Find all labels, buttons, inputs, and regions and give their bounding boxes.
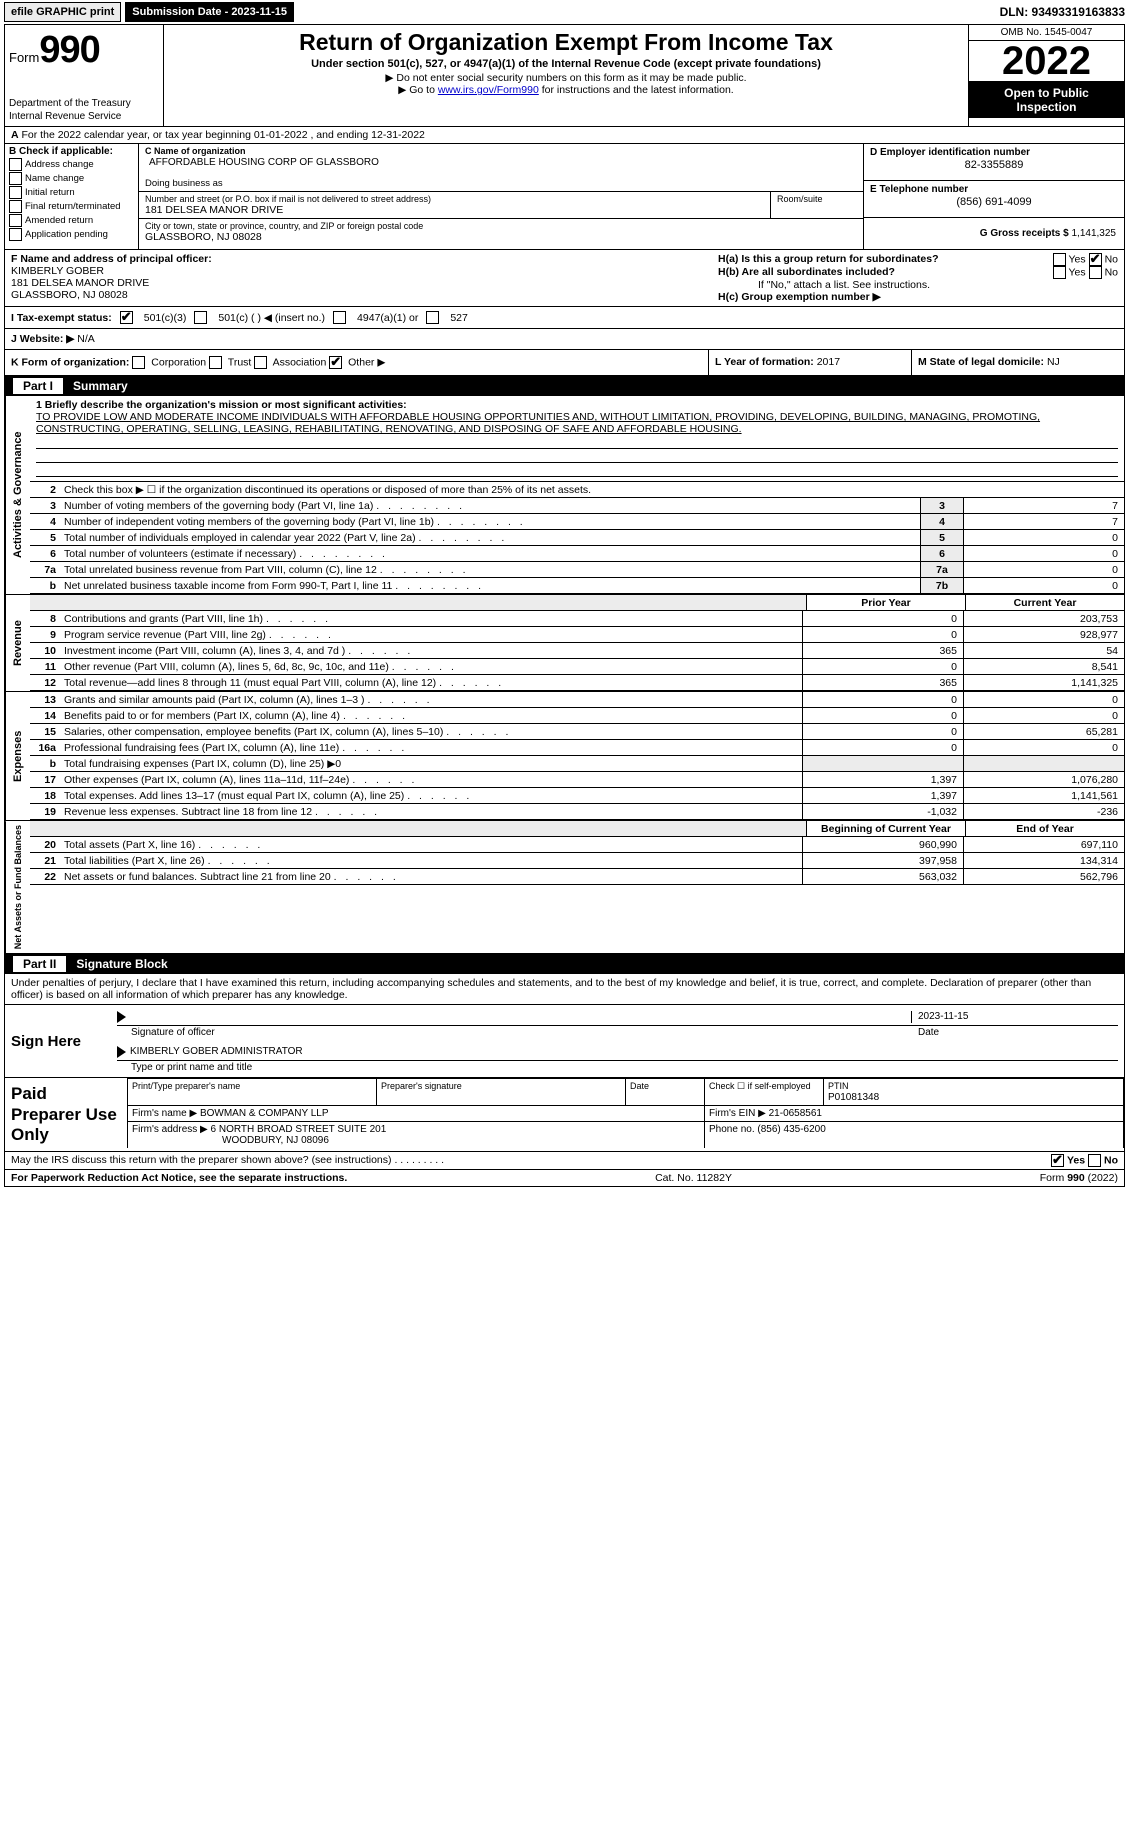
col-b-checks: B Check if applicable: Address change Na…	[5, 144, 139, 249]
check-app[interactable]: Application pending	[9, 228, 134, 241]
gross-receipts: 1,141,325	[1072, 228, 1117, 239]
officer-name: KIMBERLY GOBER	[11, 265, 104, 277]
check-initial[interactable]: Initial return	[9, 186, 134, 199]
officer-addr1: 181 DELSEA MANOR DRIVE	[11, 277, 149, 289]
submission-box: Submission Date - 2023-11-15	[125, 2, 294, 22]
header-mid: Return of Organization Exempt From Incom…	[164, 25, 968, 126]
col-b-mid: C Name of organization AFFORDABLE HOUSIN…	[139, 144, 863, 249]
mission-text: TO PROVIDE LOW AND MODERATE INCOME INDIV…	[36, 411, 1040, 435]
may-discuss-row: May the IRS discuss this return with the…	[5, 1152, 1124, 1170]
subtitle-2: ▶ Do not enter social security numbers o…	[170, 72, 962, 84]
side-na: Net Assets or Fund Balances	[5, 821, 30, 953]
org-name: AFFORDABLE HOUSING CORP OF GLASSBORO	[145, 156, 857, 168]
sig-date: 2023-11-15	[911, 1011, 1118, 1023]
form-title: Return of Organization Exempt From Incom…	[170, 29, 962, 56]
phone: (856) 691-4099	[870, 195, 1118, 208]
section-b: B Check if applicable: Address change Na…	[5, 144, 1124, 250]
street-address: 181 DELSEA MANOR DRIVE	[145, 204, 764, 216]
part1-rev: Revenue Prior YearCurrent Year 8Contribu…	[5, 594, 1124, 691]
sign-section: Sign Here 2023-11-15 Signature of office…	[5, 1005, 1124, 1078]
firm-name: BOWMAN & COMPANY LLP	[200, 1108, 329, 1119]
tax-year: 2022	[969, 41, 1124, 81]
row-a: A For the 2022 calendar year, or tax yea…	[5, 127, 1124, 144]
part1-exp: Expenses 13Grants and similar amounts pa…	[5, 691, 1124, 820]
header-left: Form990 Department of the Treasury Inter…	[5, 25, 164, 126]
open-public: Open to Public Inspection	[969, 81, 1124, 118]
status-row: I Tax-exempt status: 501(c)(3) 501(c) ( …	[5, 307, 1124, 329]
efile-box: efile GRAPHIC print	[4, 2, 121, 22]
col-b-right: D Employer identification number 82-3355…	[863, 144, 1124, 249]
form-prefix: Form	[9, 50, 39, 65]
check-name[interactable]: Name change	[9, 172, 134, 185]
check-address[interactable]: Address change	[9, 158, 134, 171]
check-final[interactable]: Final return/terminated	[9, 200, 134, 213]
part2-header: Part II Signature Block	[5, 954, 1124, 974]
check-amended[interactable]: Amended return	[9, 214, 134, 227]
dept: Department of the Treasury	[9, 98, 159, 109]
klm-row: K Form of organization: Corporation Trus…	[5, 350, 1124, 376]
part1-ag: Activities & Governance 1 Briefly descri…	[5, 396, 1124, 594]
side-rev: Revenue	[5, 595, 30, 691]
firm-addr1: 6 NORTH BROAD STREET SUITE 201	[211, 1124, 387, 1135]
website-value: N/A	[74, 333, 94, 345]
section-fgh: F Name and address of principal officer:…	[5, 250, 1124, 307]
footer: For Paperwork Reduction Act Notice, see …	[5, 1170, 1124, 1186]
irs: Internal Revenue Service	[9, 111, 159, 122]
status-501c3-check[interactable]	[120, 311, 133, 324]
ag-table: 2Check this box ▶ ☐ if the organization …	[30, 482, 1124, 498]
form-number: 990	[39, 29, 99, 71]
arrow-icon	[117, 1046, 126, 1058]
officer-addr2: GLASSBORO, NJ 08028	[11, 289, 128, 301]
side-exp: Expenses	[5, 692, 30, 820]
header-right: OMB No. 1545-0047 2022 Open to Public In…	[968, 25, 1124, 126]
topbar: efile GRAPHIC print Submission Date - 20…	[0, 0, 1129, 24]
state-domicile: NJ	[1047, 356, 1060, 368]
sig-note: Under penalties of perjury, I declare th…	[5, 974, 1124, 1005]
firm-ein: 21-0658561	[769, 1108, 822, 1119]
firm-phone: (856) 435-6200	[757, 1124, 825, 1135]
subtitle-3: ▶ Go to www.irs.gov/Form990 for instruct…	[170, 84, 962, 96]
ptin: P01081348	[828, 1092, 879, 1103]
ein: 82-3355889	[870, 158, 1118, 171]
firm-addr2: WOODBURY, NJ 08096	[132, 1135, 329, 1146]
may-yes-check[interactable]	[1051, 1154, 1064, 1167]
form-other-check[interactable]	[329, 356, 342, 369]
part1-header: Part I Summary	[5, 376, 1124, 396]
side-ag: Activities & Governance	[5, 396, 30, 594]
year-formation: 2017	[817, 356, 840, 368]
city-state-zip: GLASSBORO, NJ 08028	[145, 231, 857, 243]
officer-name-title: KIMBERLY GOBER ADMINISTRATOR	[130, 1046, 303, 1058]
header-row: Form990 Department of the Treasury Inter…	[5, 25, 1124, 127]
form-container: Form990 Department of the Treasury Inter…	[4, 24, 1125, 1187]
part1-na: Net Assets or Fund Balances Beginning of…	[5, 820, 1124, 954]
website-row: J Website: ▶ N/A	[5, 329, 1124, 350]
irs-link[interactable]: www.irs.gov/Form990	[438, 84, 539, 96]
preparer-section: Paid Preparer Use Only Print/Type prepar…	[5, 1078, 1124, 1152]
ha-no-check[interactable]	[1089, 253, 1102, 266]
dln: DLN: 93493319163833	[1000, 2, 1125, 22]
subtitle-1: Under section 501(c), 527, or 4947(a)(1)…	[170, 58, 962, 70]
arrow-icon	[117, 1011, 126, 1023]
